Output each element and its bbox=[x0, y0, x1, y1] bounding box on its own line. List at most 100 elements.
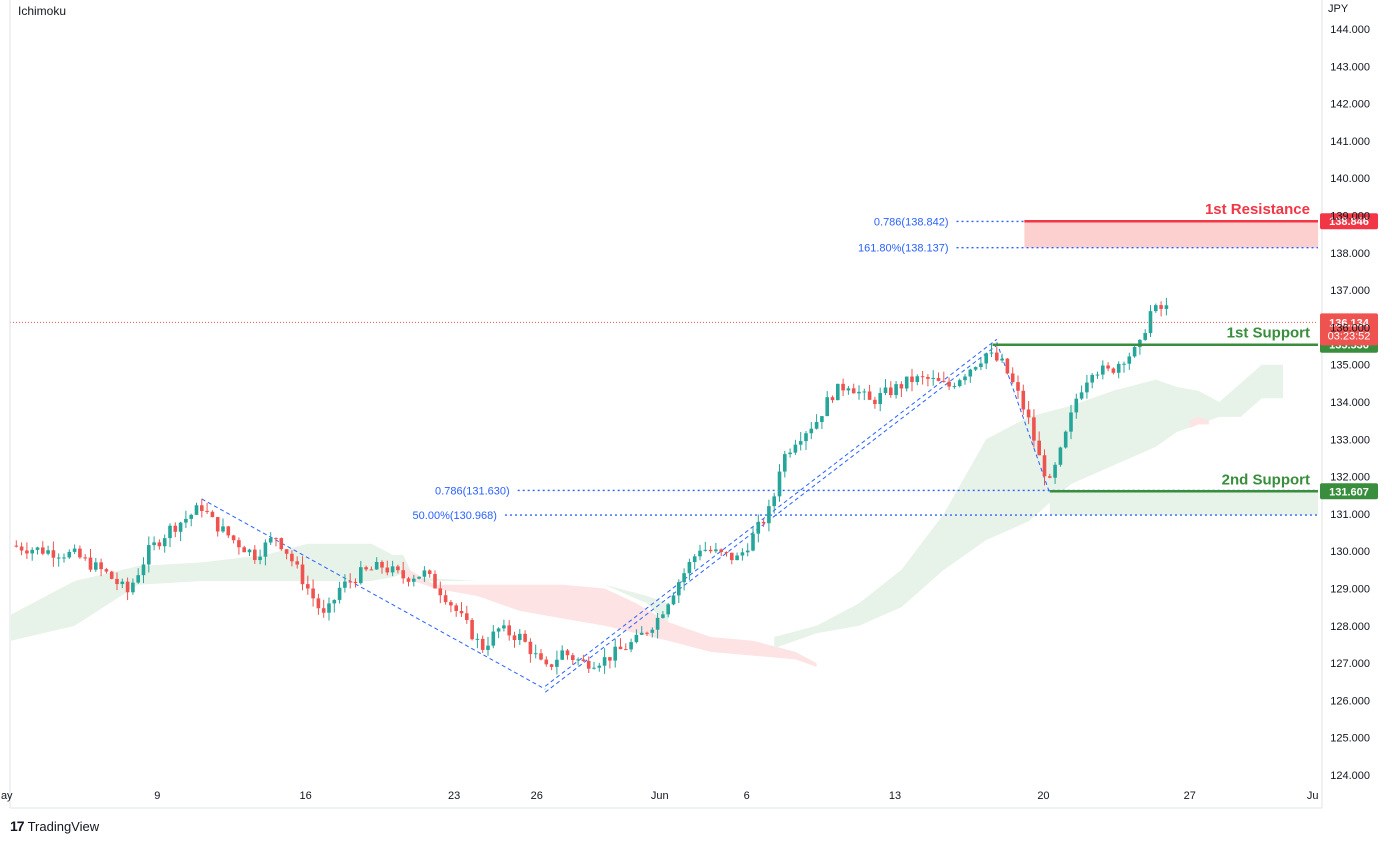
candle bbox=[957, 378, 962, 388]
candle-body bbox=[920, 376, 925, 378]
candle bbox=[952, 382, 957, 389]
candle bbox=[46, 545, 50, 556]
candle bbox=[353, 578, 358, 588]
candle-body bbox=[316, 598, 321, 609]
candle bbox=[1010, 367, 1015, 384]
candle bbox=[719, 548, 723, 557]
candle bbox=[724, 551, 729, 557]
candle bbox=[692, 553, 697, 570]
candle-body bbox=[433, 573, 437, 589]
candle bbox=[608, 657, 612, 669]
candle-body bbox=[1063, 431, 1068, 448]
candle-body bbox=[1095, 374, 1100, 376]
candle-body bbox=[1058, 447, 1063, 465]
fib-level-label: 0.786(131.630) bbox=[435, 485, 510, 497]
candle-body bbox=[247, 549, 252, 553]
brand-name: TradingView bbox=[27, 818, 100, 834]
candle bbox=[306, 575, 310, 595]
candle-body bbox=[973, 367, 978, 370]
candle-body bbox=[14, 545, 19, 547]
support-title: 1st Support bbox=[1227, 325, 1310, 342]
candle bbox=[703, 541, 708, 552]
candle-body bbox=[798, 441, 803, 445]
candle-body bbox=[1111, 368, 1116, 373]
candle bbox=[390, 560, 395, 577]
y-tick-label: 129.000 bbox=[1330, 584, 1370, 596]
candle bbox=[846, 385, 851, 395]
candle bbox=[19, 542, 24, 556]
candle-body bbox=[1127, 356, 1132, 364]
candle-body bbox=[157, 542, 162, 547]
candle bbox=[162, 534, 167, 553]
candle-body bbox=[502, 625, 506, 629]
candle-body bbox=[242, 547, 246, 553]
candle-body bbox=[650, 629, 655, 633]
candle-body bbox=[957, 380, 962, 387]
x-tick-label: 13 bbox=[889, 790, 901, 802]
candle-body bbox=[178, 522, 183, 532]
y-tick-label: 135.000 bbox=[1330, 360, 1370, 372]
candle-body bbox=[83, 557, 87, 559]
y-tick-label: 136.000 bbox=[1330, 322, 1370, 334]
x-tick-label: ay bbox=[1, 790, 13, 802]
candle bbox=[1021, 384, 1026, 415]
candle bbox=[751, 526, 755, 552]
candle bbox=[152, 536, 156, 551]
currency-label: JPY bbox=[1328, 3, 1349, 15]
candle-body bbox=[666, 604, 670, 615]
cloud-bullish bbox=[774, 364, 1283, 649]
candle-body bbox=[730, 552, 734, 561]
resistance-zone bbox=[1024, 221, 1318, 248]
candle bbox=[226, 525, 231, 539]
candle bbox=[639, 626, 644, 635]
candle-body bbox=[306, 584, 310, 589]
candle bbox=[1005, 358, 1010, 375]
brand-logo[interactable]: 17 TradingView bbox=[10, 818, 99, 834]
candle-body bbox=[88, 557, 93, 570]
candle bbox=[655, 612, 660, 639]
candle-body bbox=[343, 581, 347, 588]
candle bbox=[804, 431, 808, 450]
candle-body bbox=[1159, 305, 1163, 309]
candle bbox=[1026, 401, 1031, 425]
candle-body bbox=[597, 665, 602, 668]
candle bbox=[666, 602, 670, 618]
candle-body bbox=[141, 564, 146, 576]
candle bbox=[178, 521, 183, 541]
y-tick-label: 125.000 bbox=[1330, 733, 1370, 745]
candle bbox=[698, 544, 702, 561]
candle-body bbox=[152, 542, 156, 546]
candle bbox=[279, 537, 284, 551]
candle-body bbox=[995, 352, 999, 361]
candle bbox=[836, 383, 840, 401]
candle bbox=[242, 545, 246, 553]
candle bbox=[894, 380, 898, 399]
candle bbox=[518, 628, 522, 645]
candle-body bbox=[19, 546, 24, 551]
candle bbox=[1079, 385, 1084, 401]
candle bbox=[730, 552, 734, 565]
candle bbox=[1090, 373, 1094, 389]
candle-body bbox=[427, 570, 432, 574]
candle-body bbox=[496, 628, 501, 632]
candle-body bbox=[549, 664, 554, 667]
candle bbox=[1143, 329, 1147, 341]
x-tick-label: 16 bbox=[300, 790, 312, 802]
candle bbox=[348, 573, 352, 589]
candle-body bbox=[215, 517, 220, 532]
candle-body bbox=[25, 550, 29, 554]
x-tick-label: 23 bbox=[448, 790, 460, 802]
y-tick-label: 137.000 bbox=[1330, 285, 1370, 297]
candle-body bbox=[1090, 374, 1094, 383]
candle-body bbox=[465, 613, 469, 620]
candle bbox=[168, 523, 172, 548]
candle-body bbox=[878, 393, 882, 405]
candle-body bbox=[756, 521, 761, 534]
candle-body bbox=[851, 388, 856, 394]
candle bbox=[968, 368, 973, 383]
candle-body bbox=[475, 638, 480, 640]
candle-body bbox=[989, 352, 994, 354]
candle bbox=[438, 581, 443, 604]
